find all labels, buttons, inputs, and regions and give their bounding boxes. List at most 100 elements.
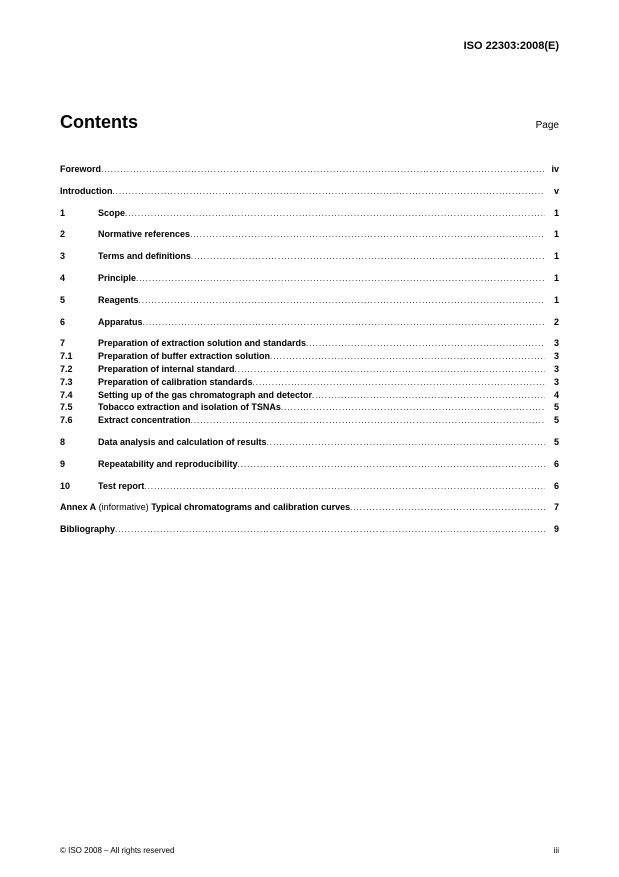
toc-entry-number: 7.1: [60, 350, 98, 362]
toc-group: 1Scope1: [60, 207, 559, 220]
contents-title: Contents: [60, 112, 138, 133]
toc-leader-dots: [139, 294, 545, 307]
toc-entry-page: 6: [545, 458, 559, 470]
toc-entry-number: 10: [60, 480, 98, 492]
toc-entry-title: Scope: [98, 207, 125, 219]
toc-entry-number: 7.2: [60, 363, 98, 375]
doc-header: ISO 22303:2008(E): [60, 40, 559, 52]
toc-leader-dots: [143, 316, 545, 329]
toc-group: Bibliography 9: [60, 523, 559, 536]
toc-entry-page: iv: [545, 163, 559, 175]
toc-entry-number: 7.5: [60, 401, 98, 413]
toc-entry-title: Annex A (informative) Typical chromatogr…: [60, 501, 350, 513]
toc-leader-dots: [113, 185, 546, 198]
toc-entry-title: Tobacco extraction and isolation of TSNA…: [98, 401, 281, 413]
toc-entry-page: 6: [545, 480, 559, 492]
toc-leader-dots: [144, 480, 545, 493]
toc-entry-number: 5: [60, 294, 98, 306]
table-of-contents: ForewordivIntroductionv1Scope12Normative…: [60, 163, 559, 536]
toc-group: 4Principle1: [60, 272, 559, 285]
toc-entry-title: Bibliography: [60, 523, 115, 535]
page-column-label: Page: [536, 120, 559, 131]
toc-entry-page: 5: [545, 414, 559, 426]
toc-row: 4Principle1: [60, 272, 559, 285]
toc-row: 1Scope1: [60, 207, 559, 220]
copyright-text: © ISO 2008 – All rights reserved: [60, 846, 174, 855]
toc-leader-dots: [191, 414, 545, 427]
toc-row: Introduction v: [60, 185, 559, 198]
toc-group: 6Apparatus2: [60, 316, 559, 329]
contents-heading-row: Contents Page: [60, 112, 559, 133]
toc-row: 9Repeatability and reproducibility 6: [60, 458, 559, 471]
toc-entry-number: 2: [60, 228, 98, 240]
toc-leader-dots: [306, 337, 545, 350]
toc-leader-dots: [267, 436, 545, 449]
toc-entry-page: 9: [545, 523, 559, 535]
toc-entry-title: Preparation of calibration standards: [98, 376, 253, 388]
toc-leader-dots: [235, 363, 545, 376]
toc-entry-number: 7.3: [60, 376, 98, 388]
toc-entry-title: Preparation of extraction solution and s…: [98, 337, 306, 349]
toc-row: 7.3Preparation of calibration standards 3: [60, 376, 559, 389]
toc-entry-title: Normative references: [98, 228, 190, 240]
toc-entry-page: 3: [545, 376, 559, 388]
toc-entry-title: Repeatability and reproducibility: [98, 458, 238, 470]
toc-leader-dots: [115, 523, 545, 536]
toc-leader-dots: [136, 272, 545, 285]
toc-entry-page: 1: [545, 294, 559, 306]
toc-entry-title: Reagents: [98, 294, 139, 306]
toc-row: 8Data analysis and calculation of result…: [60, 436, 559, 449]
toc-entry-page: 1: [545, 250, 559, 262]
toc-row: 2Normative references 1: [60, 228, 559, 241]
toc-row: 7.2Preparation of internal standard3: [60, 363, 559, 376]
toc-entry-page: 7: [545, 501, 559, 513]
toc-row: 7.4Setting up of the gas chromatograph a…: [60, 389, 559, 402]
toc-entry-number: 7.4: [60, 389, 98, 401]
page-footer: © ISO 2008 – All rights reserved iii: [60, 846, 559, 855]
toc-entry-number: 8: [60, 436, 98, 448]
toc-leader-dots: [281, 401, 545, 414]
toc-entry-page: 5: [545, 401, 559, 413]
toc-entry-page: 3: [545, 337, 559, 349]
toc-leader-dots: [270, 350, 545, 363]
toc-entry-page: v: [545, 185, 559, 197]
toc-group: Foreword iv: [60, 163, 559, 176]
toc-entry-title: Apparatus: [98, 316, 143, 328]
toc-entry-title: Foreword: [60, 163, 101, 175]
toc-entry-number: 4: [60, 272, 98, 284]
toc-row: 7.5Tobacco extraction and isolation of T…: [60, 401, 559, 414]
toc-entry-number: 3: [60, 250, 98, 262]
toc-group: 9Repeatability and reproducibility 6: [60, 458, 559, 471]
toc-row: 3Terms and definitions 1: [60, 250, 559, 263]
toc-entry-title: Preparation of buffer extraction solutio…: [98, 350, 270, 362]
page-number: iii: [554, 846, 559, 855]
toc-entry-title: Test report: [98, 480, 144, 492]
toc-row: 10Test report 6: [60, 480, 559, 493]
toc-entry-number: 9: [60, 458, 98, 470]
toc-leader-dots: [125, 207, 545, 220]
toc-leader-dots: [350, 501, 545, 514]
toc-leader-dots: [312, 389, 545, 402]
toc-entry-page: 1: [545, 272, 559, 284]
toc-group: Introduction v: [60, 185, 559, 198]
toc-group: 3Terms and definitions 1: [60, 250, 559, 263]
toc-row: 5Reagents 1: [60, 294, 559, 307]
toc-entry-number: 7: [60, 337, 98, 349]
toc-entry-title: Data analysis and calculation of results: [98, 436, 267, 448]
toc-leader-dots: [191, 250, 545, 263]
toc-entry-page: 1: [545, 228, 559, 240]
toc-group: 7Preparation of extraction solution and …: [60, 337, 559, 427]
toc-entry-number: 7.6: [60, 414, 98, 426]
toc-row: Foreword iv: [60, 163, 559, 176]
toc-entry-page: 1: [545, 207, 559, 219]
toc-entry-page: 3: [545, 350, 559, 362]
toc-row: 7Preparation of extraction solution and …: [60, 337, 559, 350]
toc-entry-title: Terms and definitions: [98, 250, 191, 262]
toc-row: Bibliography 9: [60, 523, 559, 536]
toc-row: 6Apparatus2: [60, 316, 559, 329]
toc-entry-title: Introduction: [60, 185, 113, 197]
toc-entry-title: Setting up of the gas chromatograph and …: [98, 389, 312, 401]
toc-entry-number: 6: [60, 316, 98, 328]
toc-entry-page: 3: [545, 363, 559, 375]
toc-group: 8Data analysis and calculation of result…: [60, 436, 559, 449]
